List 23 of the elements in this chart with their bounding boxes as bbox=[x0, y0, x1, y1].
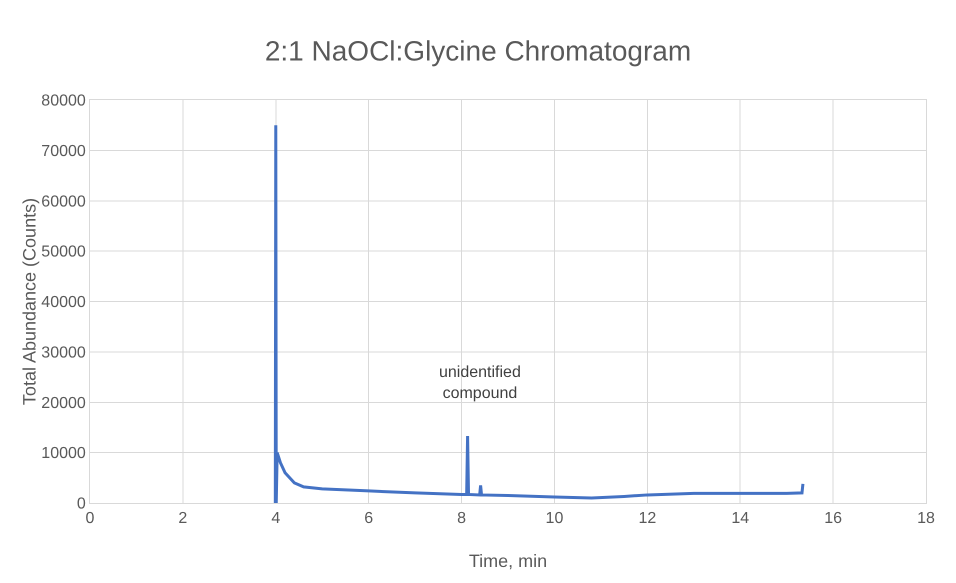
y-tick-label: 60000 bbox=[41, 193, 86, 210]
chart-title: 2:1 NaOCl:Glycine Chromatogram bbox=[264, 35, 692, 66]
x-tick-label: 4 bbox=[271, 510, 280, 528]
x-tick-label: 14 bbox=[731, 510, 750, 528]
annotation: unidentified compound bbox=[439, 364, 521, 402]
line-series bbox=[274, 124, 804, 503]
x-tick-label: 10 bbox=[546, 510, 564, 528]
y-tick-label: 0 bbox=[76, 496, 86, 513]
x-tick-label: 2 bbox=[178, 510, 188, 528]
y-tick-label: 20000 bbox=[41, 394, 86, 412]
y-axis-title: Total Abundance (Counts) bbox=[19, 198, 40, 406]
x-tick-label: 12 bbox=[638, 510, 656, 528]
x-tick-label: 8 bbox=[457, 510, 466, 528]
x-tick-label: 6 bbox=[364, 510, 374, 528]
y-tick-label: 80000 bbox=[41, 92, 86, 110]
y-tick-label: 40000 bbox=[41, 294, 86, 312]
x-tick-label: 18 bbox=[917, 510, 935, 528]
y-tick-label: 50000 bbox=[41, 244, 86, 261]
x-axis-title: Time, min bbox=[468, 551, 548, 571]
y-tick-label: 30000 bbox=[41, 344, 86, 362]
y-tick-label: 70000 bbox=[41, 142, 86, 160]
x-tick-label: 16 bbox=[824, 510, 842, 528]
y-tick-label: 10000 bbox=[41, 445, 86, 462]
